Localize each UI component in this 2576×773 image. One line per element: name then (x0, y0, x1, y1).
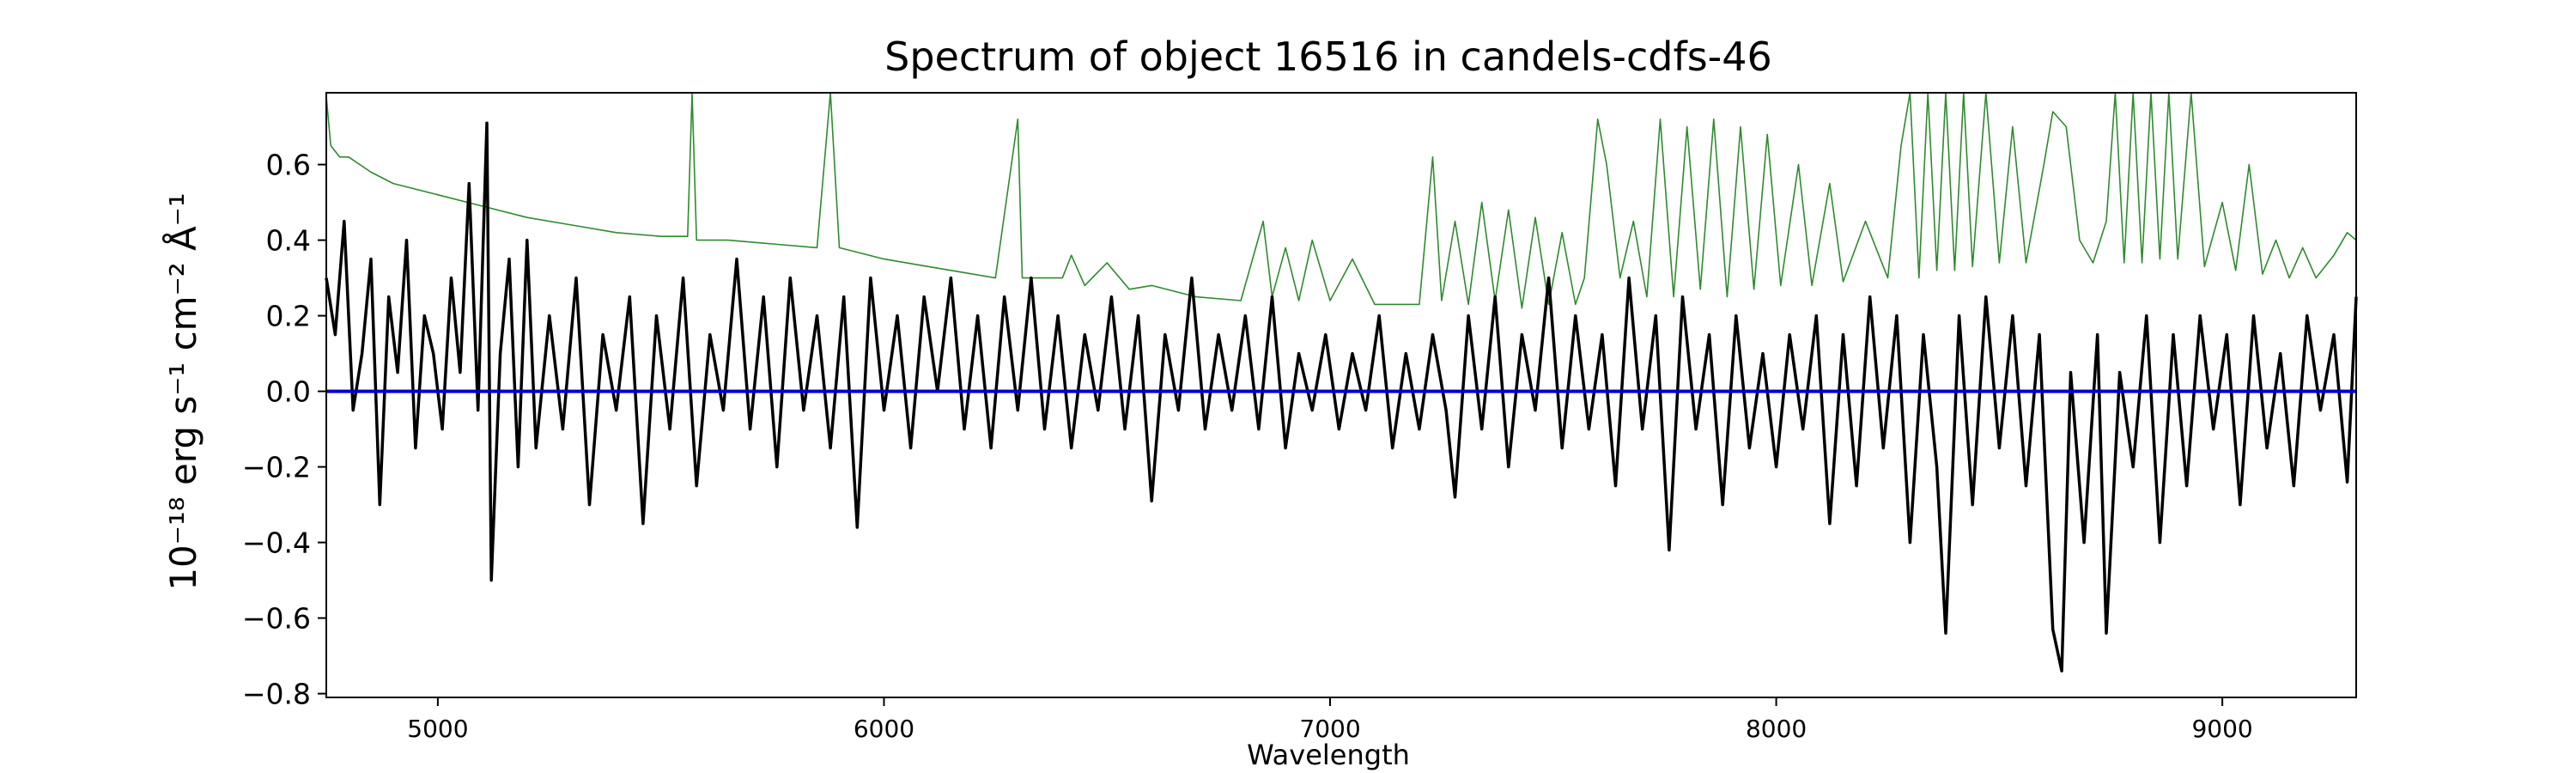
plot-area (325, 92, 2358, 673)
y-tick-label: −0.8 (242, 678, 311, 711)
y-tick-label: 0.4 (266, 224, 311, 258)
x-tick-label: 7000 (1299, 715, 1360, 743)
error-series (325, 92, 2357, 309)
y-tick-label: −0.4 (242, 526, 311, 560)
y-tick-label: 0.0 (266, 375, 311, 409)
flux-line (325, 121, 2358, 673)
x-tick-label: 9000 (2191, 715, 2252, 743)
plot-frame (325, 92, 2357, 698)
x-tick-label: 8000 (1746, 715, 1807, 743)
y-tick-label: 0.2 (266, 300, 311, 333)
y-axis: 0.6 0.4 0.2 0.0 −0.2 −0.4 −0.6 −0.8 (242, 149, 326, 711)
y-tick-label: −0.6 (242, 602, 311, 636)
chart-title: Spectrum of object 16516 in candels-cdfs… (884, 33, 1772, 80)
x-axis-label: Wavelength (1247, 739, 1410, 771)
x-tick-label: 5000 (407, 715, 468, 743)
y-tick-label: −0.2 (242, 451, 311, 484)
x-axis: 5000 6000 7000 8000 9000 (407, 697, 2253, 743)
flux-series (325, 121, 2358, 673)
x-tick-label: 6000 (854, 715, 914, 743)
error-line (325, 92, 2357, 309)
y-axis-label: 10⁻¹⁸ erg s⁻¹ cm⁻² Å⁻¹ (161, 192, 204, 590)
y-tick-label: 0.6 (266, 149, 311, 182)
